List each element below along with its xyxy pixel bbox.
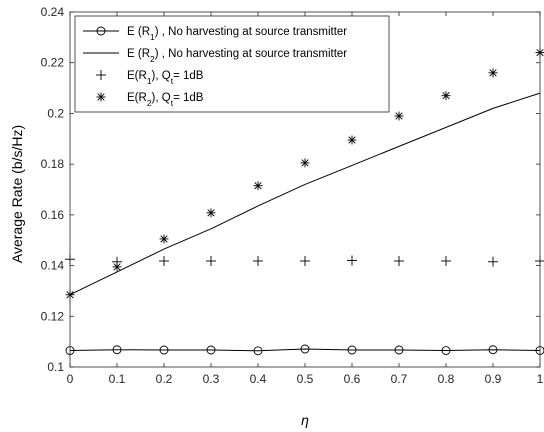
legend-entry-1: E (R1) , No harvesting at source transmi… — [83, 26, 347, 42]
y-tick-label: 0.22 — [41, 56, 65, 70]
series-4-point — [112, 262, 122, 272]
series-1-point — [347, 345, 357, 355]
x-tick-label: 0.8 — [438, 372, 455, 386]
x-tick-label: 0.6 — [344, 372, 361, 386]
series-1-point — [253, 346, 263, 356]
series-4-point — [488, 68, 498, 78]
x-tick-label: 0.7 — [391, 372, 408, 386]
y-tick-label: 0.12 — [41, 309, 65, 323]
legend-entry-3: E(R1), Qt= 1dB — [96, 70, 204, 86]
x-axis-label: η — [301, 412, 309, 428]
series-1-point — [112, 345, 122, 355]
x-tick-label: 0.3 — [203, 372, 220, 386]
series-3-point — [441, 256, 451, 267]
series-1-point — [159, 345, 169, 355]
series-3-point — [347, 255, 357, 266]
legend-label: E(R2), Qt= 1dB — [127, 92, 204, 108]
series-4-point — [253, 181, 263, 191]
x-tick-label: 0.2 — [156, 372, 173, 386]
series-2 — [69, 92, 541, 296]
legend-entry-2: E (R2) , No harvesting at source transmi… — [83, 48, 347, 64]
series-4-point — [300, 158, 310, 168]
series-1-point — [441, 346, 451, 355]
series-3-point — [488, 256, 498, 267]
series-1-point — [394, 345, 404, 355]
series-1-line — [69, 348, 541, 352]
series-4-point — [159, 234, 169, 244]
legend-label: E (R2) , No harvesting at source transmi… — [127, 48, 347, 64]
series-4-point — [394, 111, 404, 121]
y-tick-label: 0.14 — [41, 259, 65, 273]
series-4-point — [441, 91, 451, 101]
y-tick-label: 0.18 — [41, 157, 65, 171]
series-2-line — [69, 92, 541, 296]
series-4-point — [206, 208, 216, 218]
y-axis-label: Average Rate (b/s/Hz) — [9, 125, 25, 263]
series-3-point — [394, 256, 404, 267]
series-1-point — [488, 345, 498, 355]
series-3-point — [300, 256, 310, 267]
series-3-point — [206, 256, 216, 267]
series-layer — [65, 48, 544, 356]
y-tick-label: 0.1 — [47, 360, 64, 374]
legend-marker — [96, 70, 106, 80]
series-4-point — [347, 135, 357, 145]
x-tick-label: 1 — [537, 372, 544, 386]
x-tick-label: 0.4 — [250, 372, 267, 386]
series-3-point — [253, 256, 263, 267]
legend-marker — [96, 26, 106, 36]
legend: E (R1) , No harvesting at source transmi… — [74, 15, 390, 113]
legend-marker — [96, 92, 106, 102]
legend-label: E (R1) , No harvesting at source transmi… — [127, 26, 347, 42]
series-1-point — [206, 345, 216, 355]
legend-label: E(R1), Qt= 1dB — [127, 70, 204, 86]
y-tick-label: 0.16 — [41, 208, 65, 222]
x-tick-label: 0.5 — [297, 372, 314, 386]
y-tick-label: 0.2 — [47, 106, 64, 120]
series-1-point — [300, 344, 310, 354]
legend-entry-4: E(R2), Qt= 1dB — [96, 92, 204, 108]
legend-box — [74, 15, 390, 113]
x-tick-label: 0.9 — [485, 372, 502, 386]
series-3-point — [159, 256, 169, 267]
axes: 0 0.1 0.2 0.3 0.4 0.5 0.6 0.7 0.8 0.9 10.10.120.14… — [41, 5, 544, 386]
y-tick-label: 0.24 — [41, 5, 65, 19]
x-tick-label: 0.1 — [109, 372, 126, 386]
x-tick-label: 0 — [67, 372, 74, 386]
